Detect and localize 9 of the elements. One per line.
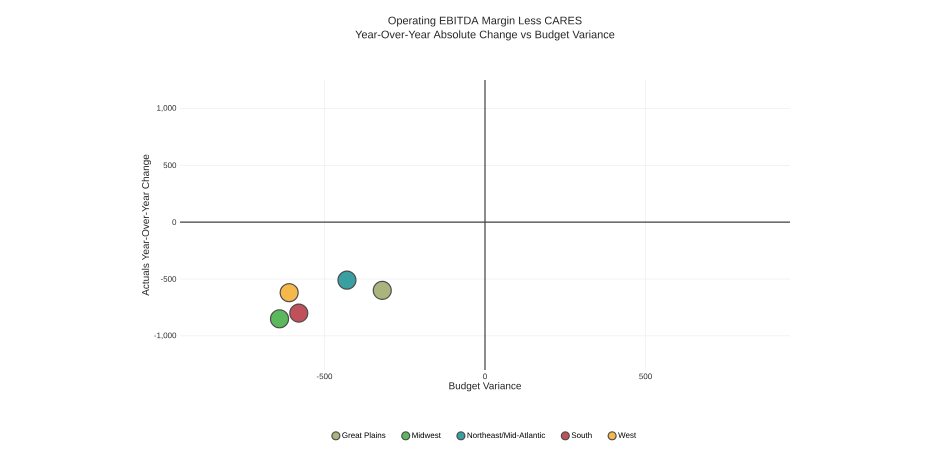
y-axis-title: Actuals Year-Over-Year Change — [142, 154, 152, 296]
point — [337, 270, 357, 290]
point — [280, 283, 299, 302]
point — [372, 280, 392, 300]
point — [289, 304, 308, 323]
point — [270, 309, 290, 328]
x-axis-title: Budget Variance — [449, 382, 522, 392]
chart-subtitle: Year-Over-Year Absolute Change vs Budget Variance — [355, 30, 614, 40]
chart-title: Operating EBITDA Margin Less CARES — [388, 16, 582, 27]
